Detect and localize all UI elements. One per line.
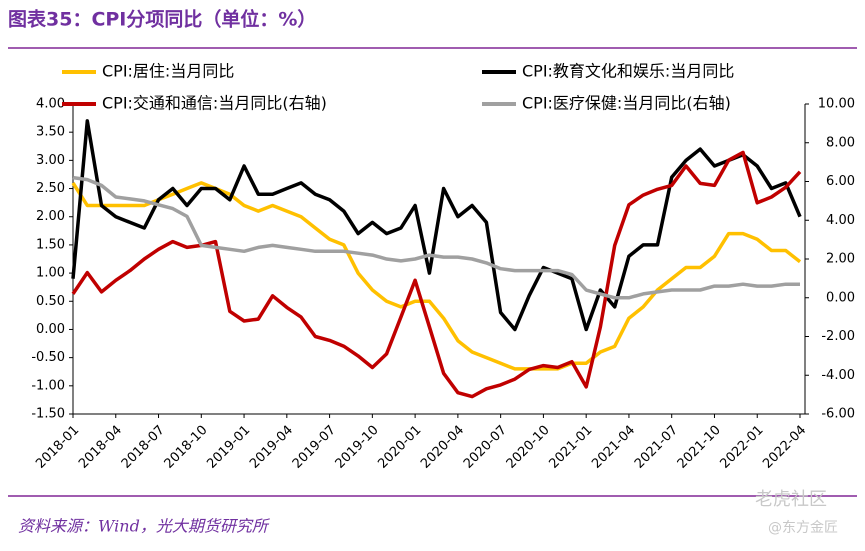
y2-tick-label: 8.00 (826, 135, 855, 150)
y-tick-label: -0.50 (31, 350, 65, 365)
y-tick-label: 0.50 (36, 294, 65, 309)
y-tick-label: -1.50 (31, 407, 65, 422)
source: 资料来源：Wind，光大期货研究所 (18, 517, 271, 536)
y-tick-label: 2.50 (36, 181, 65, 196)
y-tick-label: 3.00 (36, 153, 65, 168)
x-tick-label: 2019-01 (204, 423, 253, 472)
x-tick-label: 2021-07 (632, 423, 681, 472)
legend-label: CPI:医疗保健:当月同比(右轴) (522, 94, 731, 113)
x-tick-label: 2021-10 (675, 423, 724, 472)
y2-tick-label: 4.00 (826, 213, 855, 228)
x-tick-label: 2018-04 (76, 423, 125, 472)
y-tick-label: 1.50 (36, 237, 65, 252)
y2-tick-label: -2.00 (821, 329, 855, 344)
y2-tick-label: -6.00 (821, 407, 855, 422)
x-tick-label: 2019-04 (247, 423, 296, 472)
y2-tick-label: 6.00 (826, 174, 855, 189)
x-tick-label: 2019-07 (290, 423, 339, 472)
y2-tick-label: 0.00 (826, 290, 855, 305)
legend-label: CPI:交通和通信:当月同比(右轴) (102, 94, 327, 113)
watermark: 老虎社区 (755, 489, 827, 510)
legend-label: CPI:居住:当月同比 (102, 62, 234, 81)
legend-label: CPI:教育文化和娱乐:当月同比 (522, 62, 734, 81)
x-tick-label: 2020-10 (504, 423, 553, 472)
x-tick-label: 2020-01 (375, 423, 424, 472)
x-tick-label: 2022-01 (718, 423, 767, 472)
x-tick-label: 2021-04 (589, 423, 638, 472)
x-tick-label: 2018-07 (119, 423, 168, 472)
x-tick-label: 2018-10 (162, 423, 211, 472)
y-tick-label: 2.00 (36, 209, 65, 224)
y2-tick-label: 2.00 (826, 252, 855, 267)
y-tick-label: -1.00 (31, 378, 65, 393)
x-tick-label: 2020-04 (418, 423, 467, 472)
series-line (72, 175, 800, 300)
y-tick-label: 0.00 (36, 322, 65, 337)
x-tick-label: 2022-04 (760, 423, 809, 472)
x-tick-label: 2018-01 (33, 423, 82, 472)
y2-tick-label: -4.00 (821, 368, 855, 383)
watermark: @东方金匠 (768, 520, 838, 536)
x-tick-label: 2020-07 (461, 423, 510, 472)
series-line (71, 181, 802, 371)
y-tick-label: 1.00 (36, 266, 65, 281)
y-tick-label: 4.00 (36, 97, 65, 112)
x-tick-label: 2021-01 (546, 423, 595, 472)
x-tick-label: 2019-10 (333, 423, 382, 472)
y-tick-label: 3.50 (36, 125, 65, 140)
chart-title: 图表35：CPI分项同比（单位：%） (8, 8, 316, 31)
y2-tick-label: 10.00 (818, 97, 855, 112)
series-line (71, 150, 802, 399)
series-line (71, 119, 802, 332)
